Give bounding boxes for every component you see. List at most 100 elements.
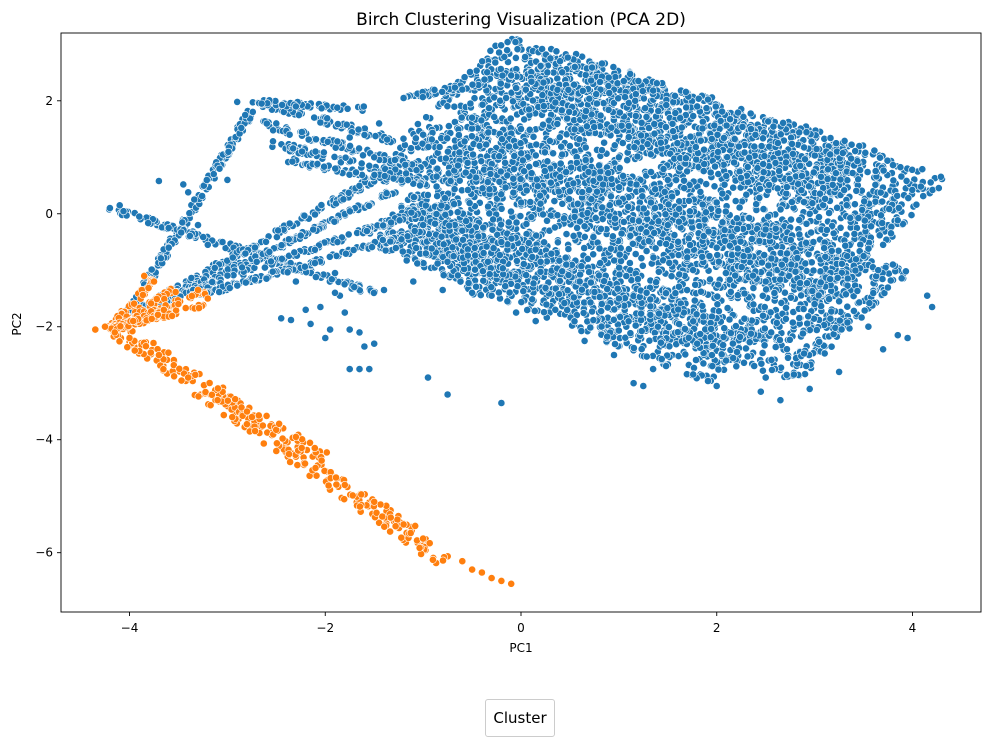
scatter-point: [510, 165, 518, 173]
scatter-point: [770, 289, 779, 297]
scatter-point: [731, 197, 740, 205]
scatter-point: [698, 301, 707, 310]
scatter-point: [772, 318, 781, 327]
scatter-point: [782, 370, 791, 379]
scatter-point: [685, 196, 693, 205]
scatter-point: [605, 201, 614, 210]
scatter-point: [455, 148, 464, 157]
scatter-point: [740, 314, 749, 323]
scatter-point: [496, 79, 505, 88]
scatter-point: [812, 145, 821, 153]
scatter-point: [855, 298, 864, 307]
scatter-point: [457, 113, 466, 122]
scatter-point: [631, 112, 640, 120]
scatter-point: [607, 192, 615, 201]
scatter-point: [828, 221, 836, 230]
scatter-point: [795, 314, 804, 322]
scatter-point: [555, 133, 564, 142]
scatter-point: [562, 230, 571, 238]
scatter-point: [730, 158, 738, 167]
scatter-point: [775, 167, 783, 175]
scatter-point: [520, 167, 528, 176]
scatter-point: [876, 188, 885, 197]
scatter-point: [536, 62, 545, 70]
scatter-point: [843, 252, 852, 260]
scatter-point: [702, 208, 710, 217]
scatter-point: [497, 220, 505, 229]
scatter-point: [725, 315, 734, 324]
scatter-point: [469, 150, 477, 159]
scatter-point: [609, 232, 617, 241]
scatter-point: [604, 169, 613, 177]
scatter-point: [854, 175, 863, 184]
scatter-point: [829, 330, 838, 339]
scatter-point: [877, 211, 885, 220]
scatter-point: [617, 121, 626, 130]
scatter-point: [749, 284, 758, 292]
scatter-point: [521, 85, 530, 94]
scatter-point: [467, 132, 476, 141]
scatter-point: [522, 186, 531, 195]
scatter-point: [580, 244, 589, 252]
scatter-point: [676, 114, 685, 122]
scatter-point: [565, 108, 574, 116]
scatter-point: [752, 200, 761, 209]
scatter-point: [826, 275, 834, 283]
scatter-point: [853, 286, 862, 295]
scatter-point: [832, 139, 841, 148]
scatter-point: [662, 239, 671, 248]
scatter-point: [852, 186, 861, 195]
scatter-point: [575, 135, 584, 144]
scatter-point: [581, 71, 590, 79]
scatter-point: [662, 123, 670, 131]
scatter-point: [554, 238, 562, 247]
scatter-point: [652, 278, 660, 287]
scatter-point: [776, 275, 785, 284]
scatter-point: [642, 228, 651, 237]
scatter-point: [827, 342, 836, 351]
scatter-point: [682, 103, 691, 112]
scatter-point: [642, 247, 651, 255]
scatter-point: [802, 238, 811, 247]
scatter-point: [614, 94, 623, 103]
scatter-point: [647, 198, 655, 207]
scatter-point: [660, 187, 669, 196]
scatter-point: [413, 120, 422, 128]
scatter-point: [624, 202, 633, 211]
scatter-point: [897, 274, 906, 283]
scatter-point: [755, 237, 764, 245]
scatter-point: [662, 289, 670, 298]
scatter-point: [731, 271, 740, 280]
scatter-point: [816, 267, 825, 276]
scatter-point: [642, 113, 651, 121]
scatter-point: [407, 144, 415, 153]
scatter-point: [815, 337, 824, 346]
scatter-point: [713, 130, 722, 139]
scatter-point: [578, 188, 587, 197]
scatter-point: [450, 102, 459, 111]
scatter-point: [700, 145, 708, 154]
scatter-point: [820, 244, 829, 252]
scatter-point: [531, 151, 540, 160]
scatter-point: [788, 318, 797, 327]
scatter-point: [827, 307, 836, 316]
scatter-point: [562, 168, 570, 176]
scatter-point: [850, 306, 858, 315]
scatter-point: [698, 124, 707, 133]
scatter-point: [598, 59, 606, 68]
scatter-point: [629, 239, 637, 248]
scatter-point: [918, 165, 927, 174]
scatter-point: [790, 370, 798, 379]
scatter-point: [645, 124, 653, 132]
scatter-point: [691, 143, 700, 151]
scatter-point: [800, 349, 808, 358]
scatter-point: [755, 193, 764, 202]
scatter-point: [540, 238, 548, 247]
scatter-point: [502, 94, 510, 102]
scatter-point: [843, 274, 852, 283]
scatter-point: [823, 226, 831, 234]
scatter-point: [552, 47, 561, 56]
scatter-point: [767, 355, 776, 364]
scatter-point: [720, 180, 729, 189]
scatter-point: [776, 205, 785, 214]
